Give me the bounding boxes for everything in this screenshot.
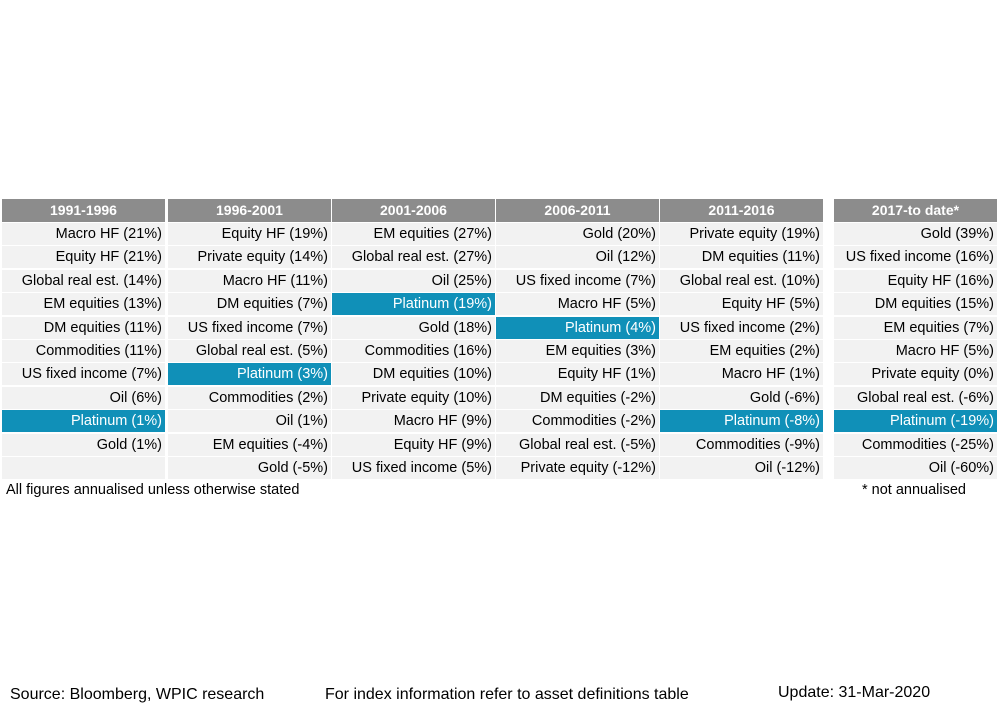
table-cell: DM equities (11%) (2, 316, 165, 339)
table-cell: Platinum (-8%) (660, 410, 823, 433)
table-cell: US fixed income (2%) (660, 316, 823, 339)
table-cell: Global real est. (14%) (2, 269, 165, 292)
column-header: 1996-2001 (168, 199, 331, 222)
table-cell: Oil (12%) (496, 246, 659, 269)
table-cell: Gold (18%) (332, 316, 495, 339)
table-cell: EM equities (27%) (332, 223, 495, 245)
table-cell: Oil (-12%) (660, 457, 823, 479)
table-cell: Gold (-6%) (660, 386, 823, 409)
table-cell: Global real est. (10%) (660, 269, 823, 292)
table-cell: US fixed income (7%) (496, 269, 659, 292)
table-cell: Platinum (1%) (2, 410, 165, 433)
table-cell: EM equities (2%) (660, 340, 823, 362)
table-cell: EM equities (3%) (496, 340, 659, 362)
table-cell: US fixed income (5%) (332, 457, 495, 479)
table-cell: Equity HF (5%) (660, 293, 823, 316)
table-cell: Equity HF (9%) (332, 433, 495, 456)
table-cell: Gold (39%) (834, 223, 997, 245)
table-cell (2, 457, 165, 479)
table-cell: Equity HF (21%) (2, 246, 165, 269)
index-info-note: For index information refer to asset def… (325, 686, 689, 703)
table-cell: Gold (1%) (2, 433, 165, 456)
table-cell: Macro HF (21%) (2, 223, 165, 245)
table-cell: DM equities (10%) (332, 363, 495, 386)
not-annualised-note: * not annualised (862, 482, 966, 498)
table-cell: EM equities (7%) (834, 316, 997, 339)
table-cell: Global real est. (-6%) (834, 386, 997, 409)
table-cell: Private equity (14%) (168, 246, 331, 269)
table-cell: EM equities (13%) (2, 293, 165, 316)
table-cell: Platinum (19%) (332, 293, 495, 316)
table-cell: Macro HF (1%) (660, 363, 823, 386)
table-cell: Oil (6%) (2, 386, 165, 409)
table-cell: Macro HF (9%) (332, 410, 495, 433)
column-header: 2017-to date* (834, 199, 997, 222)
table-cell: Commodities (-9%) (660, 433, 823, 456)
table-cell: US fixed income (7%) (168, 316, 331, 339)
table-cell: Platinum (-19%) (834, 410, 997, 433)
table-cell: US fixed income (7%) (2, 363, 165, 386)
column-header: 1991-1996 (2, 199, 165, 222)
table-cell: DM equities (-2%) (496, 386, 659, 409)
table-cell: Commodities (16%) (332, 340, 495, 362)
column-header: 2011-2016 (660, 199, 823, 222)
table-cell: Equity HF (16%) (834, 269, 997, 292)
column-header: 2006-2011 (496, 199, 659, 222)
table-cell: Commodities (-2%) (496, 410, 659, 433)
table-cell: Private equity (-12%) (496, 457, 659, 479)
table-cell: Commodities (2%) (168, 386, 331, 409)
table-cell: Private equity (0%) (834, 363, 997, 386)
table-cell: Oil (1%) (168, 410, 331, 433)
table-cell: Macro HF (11%) (168, 269, 331, 292)
table-cell: Commodities (-25%) (834, 433, 997, 456)
table-cell: Global real est. (5%) (168, 340, 331, 362)
table-cell: DM equities (15%) (834, 293, 997, 316)
table-cell: Gold (20%) (496, 223, 659, 245)
table-cell: Commodities (11%) (2, 340, 165, 362)
table-cell: Private equity (19%) (660, 223, 823, 245)
table-cell: Global real est. (27%) (332, 246, 495, 269)
table-cell: US fixed income (16%) (834, 246, 997, 269)
source-note: Source: Bloomberg, WPIC research (10, 686, 265, 703)
table-cell: Macro HF (5%) (496, 293, 659, 316)
table-cell: DM equities (7%) (168, 293, 331, 316)
update-date: Update: 31-Mar-2020 (778, 684, 931, 701)
column-header: 2001-2006 (332, 199, 495, 222)
table-cell: Gold (-5%) (168, 457, 331, 479)
table-cell: Equity HF (19%) (168, 223, 331, 245)
table-cell: Oil (-60%) (834, 457, 997, 479)
table-cell: DM equities (11%) (660, 246, 823, 269)
table-cell: EM equities (-4%) (168, 433, 331, 456)
annualised-note: All figures annualised unless otherwise … (6, 482, 300, 498)
table-cell: Platinum (4%) (496, 316, 659, 339)
table-cell: Global real est. (-5%) (496, 433, 659, 456)
table-cell: Oil (25%) (332, 269, 495, 292)
table-cell: Platinum (3%) (168, 363, 331, 386)
table-cell: Macro HF (5%) (834, 340, 997, 362)
table-cell: Private equity (10%) (332, 386, 495, 409)
table-cell: Equity HF (1%) (496, 363, 659, 386)
